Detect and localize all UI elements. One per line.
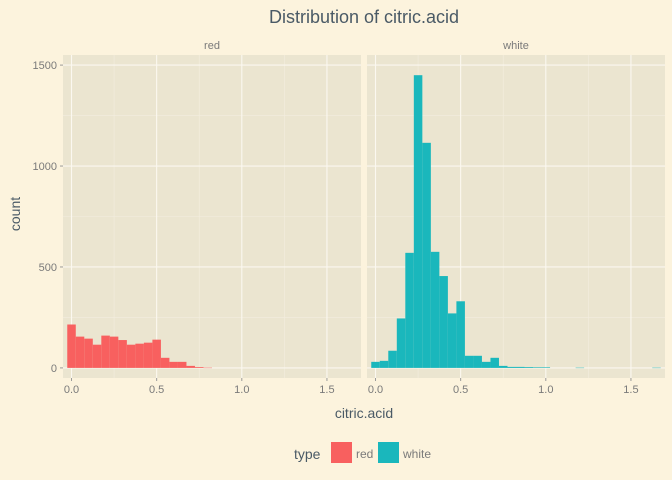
y-tick-label: 1500 — [33, 60, 57, 72]
facet-panels: red 0.0 0.5 1.0 1.5 0 500 1000 1500 white 0.0 0.5 1.… — [33, 34, 665, 396]
histogram-bar — [490, 357, 499, 368]
histogram-bar — [177, 361, 187, 368]
histogram-bar — [92, 344, 102, 368]
histogram-bar — [413, 75, 423, 368]
histogram-bar — [456, 301, 465, 368]
histogram-bar — [135, 343, 144, 368]
histogram-bar — [405, 252, 414, 368]
histogram-bar — [186, 365, 195, 368]
panel-white: white 0.0 0.5 1.0 1.5 — [367, 34, 665, 396]
histogram-bar — [379, 360, 389, 368]
x-tick-label: 0.0 — [64, 384, 79, 396]
legend-swatch — [378, 442, 399, 463]
legend: type red white — [294, 442, 431, 463]
x-tick-label: 0.0 — [368, 384, 383, 396]
histogram-bar — [447, 313, 457, 368]
y-axis-title: count — [7, 197, 23, 231]
legend-label: red — [356, 447, 373, 461]
histogram-bar — [498, 365, 508, 368]
histogram-bar — [371, 361, 380, 368]
x-tick-label: 1.0 — [538, 384, 553, 396]
histogram-bar — [126, 344, 136, 368]
histogram-bar — [533, 367, 542, 368]
histogram-bar — [481, 361, 491, 368]
strip-background — [367, 34, 665, 55]
strip-background — [63, 34, 361, 55]
y-tick-label: 0 — [51, 363, 57, 375]
histogram-bar — [516, 366, 525, 368]
legend-entry-white: white — [378, 442, 431, 463]
y-tick-label: 1000 — [33, 161, 57, 173]
x-tick-label: 1.5 — [623, 384, 638, 396]
x-tick-label: 1.0 — [234, 384, 249, 396]
histogram-bar — [152, 339, 161, 368]
histogram-bar — [507, 366, 516, 368]
legend-entry-red: red — [331, 442, 373, 463]
histogram-bar — [109, 336, 119, 368]
x-axis-title: citric.acid — [335, 405, 393, 421]
legend-title: type — [294, 446, 321, 462]
histogram-bar — [541, 367, 551, 368]
y-tick-label: 500 — [39, 262, 57, 274]
histogram-bar — [160, 357, 170, 368]
histogram-bar — [464, 355, 474, 368]
histogram-bar — [388, 350, 397, 368]
histogram-bar — [430, 251, 440, 368]
chart-title: Distribution of citric.acid — [269, 7, 459, 27]
histogram-bar — [169, 361, 178, 368]
histogram-bar — [473, 355, 482, 368]
histogram-bar — [396, 318, 406, 368]
histogram-bar — [422, 142, 431, 368]
histogram-bar — [524, 367, 534, 368]
panel-red: red 0.0 0.5 1.0 1.5 0 500 1000 1500 — [33, 34, 361, 396]
strip-label: white — [502, 40, 529, 52]
strip-label: red — [204, 40, 220, 52]
histogram-bar — [194, 367, 204, 368]
x-tick-label: 0.5 — [149, 384, 164, 396]
histogram-bar — [143, 342, 153, 368]
legend-label: white — [402, 447, 431, 461]
histogram-bar — [118, 340, 127, 368]
x-tick-label: 1.5 — [319, 384, 334, 396]
histogram-bar — [84, 338, 93, 368]
legend-swatch — [331, 442, 352, 463]
histogram-bar — [101, 335, 110, 368]
histogram-bar — [439, 276, 448, 368]
x-tick-label: 0.5 — [453, 384, 468, 396]
histogram-bar — [75, 336, 85, 368]
histogram-bar — [67, 324, 76, 368]
